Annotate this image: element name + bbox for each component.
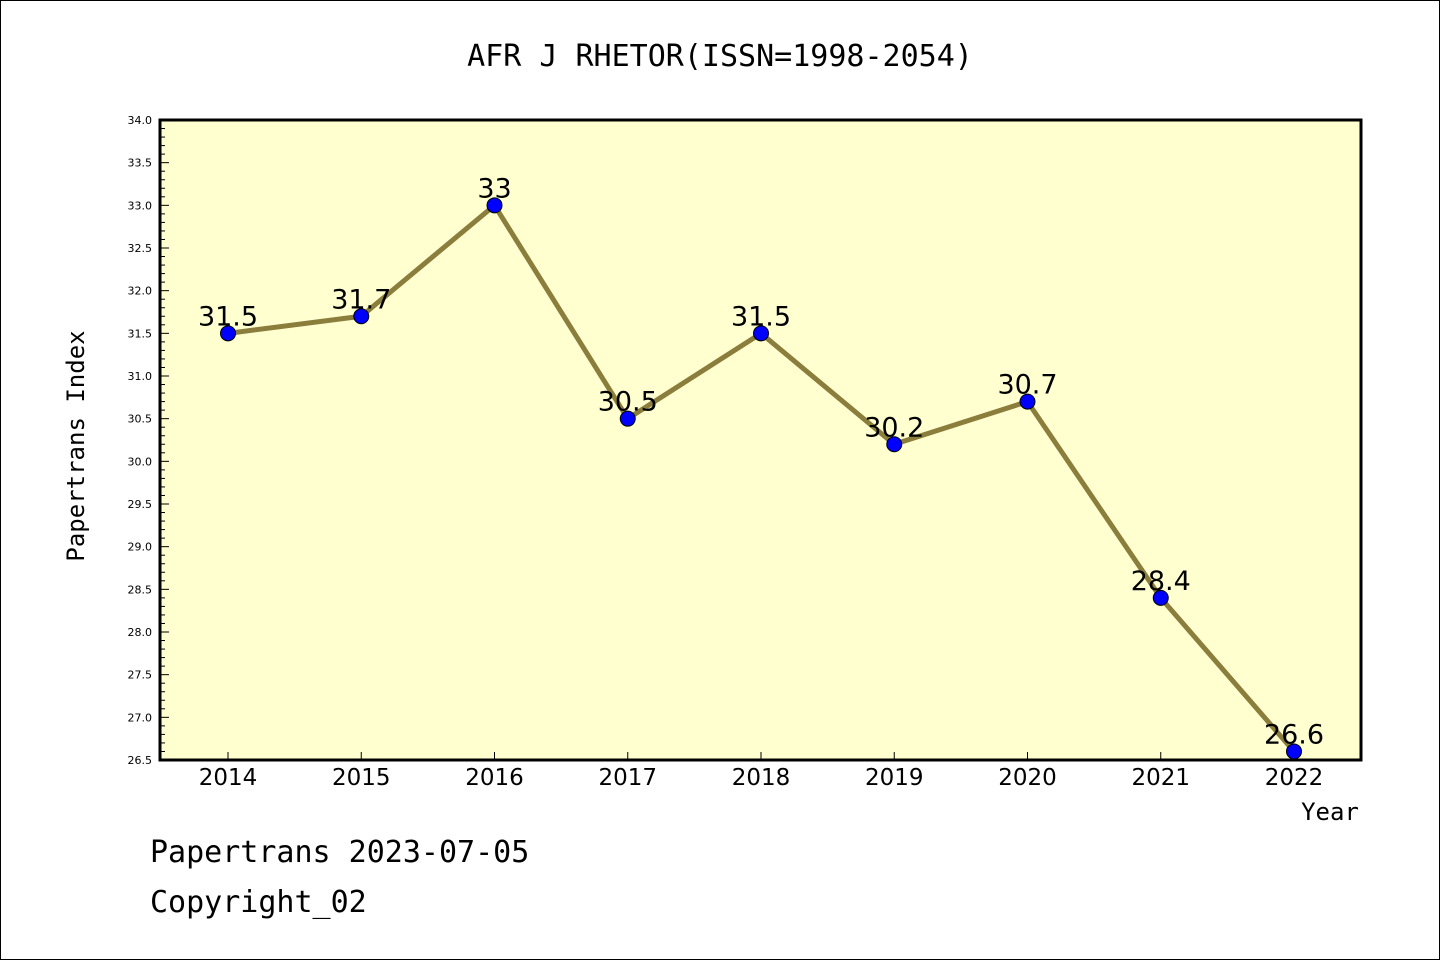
data-point	[1152, 589, 1169, 606]
data-point	[753, 325, 769, 342]
data-point	[486, 197, 503, 214]
y-tick-label: 28.0	[128, 626, 153, 639]
data-labels: 31.5 31.7 33 30.5 31.5 30.2 30.7 28.4 26.6	[198, 173, 1324, 750]
footer-date: Papertrans 2023-07-05	[150, 835, 530, 870]
x-tick-label: 2022	[1265, 765, 1324, 791]
x-axis: 2014 2015 2016 2017 2018 2019 2020 2021 2022	[199, 752, 1324, 791]
data-label: 30.7	[997, 370, 1057, 401]
x-tick-label: 2018	[732, 765, 791, 791]
y-tick-label: 31.5	[128, 327, 153, 340]
x-tick-label: 2015	[332, 765, 391, 791]
data-point	[353, 308, 370, 325]
data-label: 31.7	[331, 284, 391, 315]
y-tick-label: 33.0	[128, 199, 153, 212]
footer-copyright: Copyright_02	[150, 885, 367, 920]
y-tick-label: 30.5	[128, 413, 153, 426]
plot-area	[158, 118, 1363, 762]
data-point	[619, 410, 636, 427]
y-tick-label: 32.0	[128, 285, 153, 298]
y-axis-label: Papertrans Index	[62, 330, 90, 561]
data-label: 33	[477, 173, 511, 204]
x-tick-label: 2017	[598, 765, 657, 791]
data-label: 31.5	[731, 301, 791, 332]
y-axis: 26.5 27.0 27.5 28.0 28.5 29.0 29.5 30.0 30.5 31.0…	[128, 114, 169, 767]
x-tick-label: 2016	[465, 765, 524, 791]
data-point	[1019, 393, 1036, 410]
y-tick-label: 31.0	[128, 370, 153, 383]
y-tick-label: 33.5	[128, 157, 153, 170]
data-point	[220, 325, 236, 342]
y-tick-label: 30.0	[128, 455, 153, 468]
y-tick-label: 26.5	[128, 754, 153, 767]
data-label: 31.5	[198, 301, 258, 332]
x-tick-label: 2021	[1131, 765, 1190, 791]
y-tick-label: 27.0	[128, 711, 153, 724]
data-point	[886, 436, 903, 453]
y-tick-label: 29.0	[128, 541, 153, 554]
y-tick-label: 34.0	[128, 114, 153, 127]
data-label: 30.5	[598, 387, 658, 418]
data-label: 26.6	[1264, 719, 1324, 750]
y-tick-label: 29.5	[128, 498, 153, 511]
data-label: 28.4	[1131, 566, 1191, 597]
x-tick-label: 2020	[998, 765, 1057, 791]
x-tick-label: 2019	[865, 765, 924, 791]
data-point	[1286, 743, 1302, 760]
x-tick-label: 2014	[199, 765, 258, 791]
y-tick-label: 32.5	[128, 242, 153, 255]
y-tick-label: 27.5	[128, 669, 153, 682]
chart-title: AFR J RHETOR(ISSN=1998-2054)	[467, 39, 973, 74]
data-label: 30.2	[864, 412, 924, 443]
y-tick-label: 28.5	[128, 583, 153, 596]
series-markers	[220, 197, 1302, 760]
x-axis-label: Year	[1301, 798, 1359, 826]
